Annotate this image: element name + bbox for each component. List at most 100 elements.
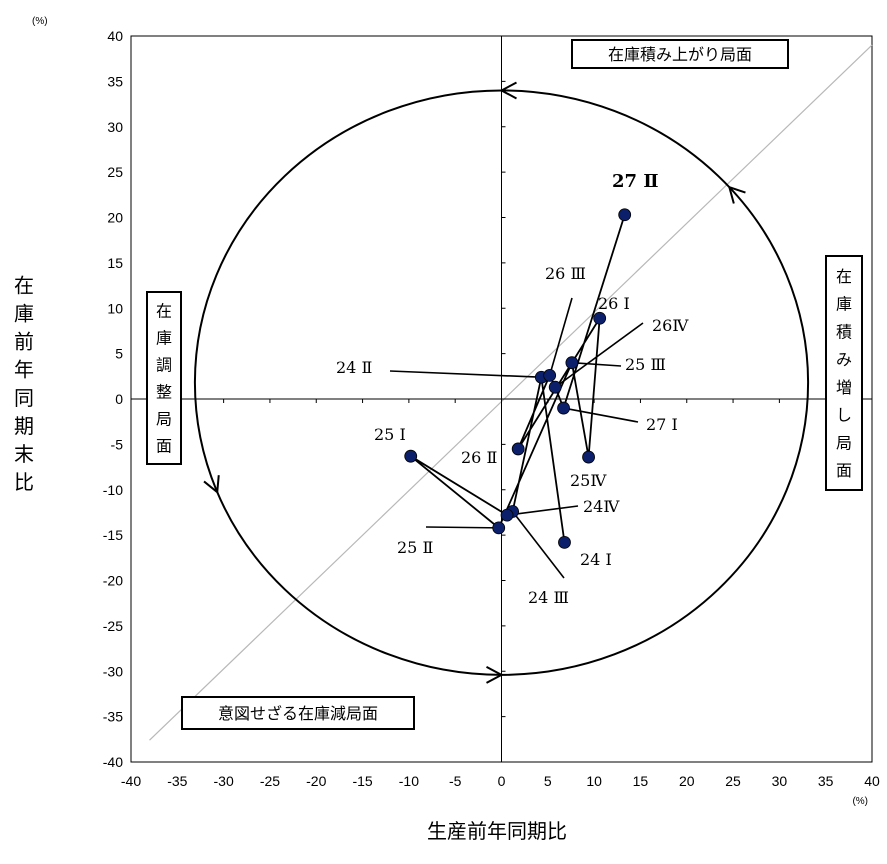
point-label: 24Ⅳ (583, 497, 620, 516)
x-tick-label: 0 (498, 773, 506, 789)
phase-label-right-char: 庫 (836, 295, 852, 314)
x-tick-label: -25 (260, 773, 280, 789)
phase-label-bottom-left: 意図せざる在庫減局面 (218, 704, 378, 723)
phase-label-left-char: 面 (156, 436, 172, 455)
x-tick-label: 25 (725, 773, 741, 789)
y-tick-label: 10 (107, 300, 123, 316)
x-tick-label: 10 (586, 773, 602, 789)
x-tick-label: 5 (544, 773, 552, 789)
arrow-lower-left (203, 475, 220, 495)
data-point (543, 369, 557, 382)
data-point (500, 508, 514, 522)
phase-box-left (146, 291, 182, 465)
data-point (548, 380, 562, 394)
x-tick-label: 20 (679, 773, 695, 789)
y-tick-label: 35 (107, 73, 123, 89)
phase-box-top (571, 39, 789, 69)
leader-line (554, 322, 644, 388)
x-tick-label: -20 (306, 773, 326, 789)
leader-line (511, 511, 565, 579)
y-tick-label: 30 (107, 119, 123, 135)
x-tick-label: -35 (167, 773, 187, 789)
zero-axes (130, 35, 873, 763)
y-tick-label: 40 (107, 28, 123, 44)
x-tick-label: -15 (352, 773, 372, 789)
leader-line (506, 505, 579, 516)
y-axis-title-char: 在 (14, 273, 34, 297)
point-label: 26 Ⅲ (545, 264, 586, 283)
x-axis-title: 生産前年同期比 (427, 819, 567, 843)
point-label: 24 Ⅱ (336, 358, 372, 377)
x-tick-label: -30 (214, 773, 234, 789)
point-label: 26 Ⅱ (461, 448, 497, 467)
point-label: 25 Ⅲ (625, 355, 666, 374)
data-point (558, 535, 571, 549)
label-leaders (389, 297, 644, 579)
data-points (404, 208, 632, 549)
phase-label-right-char: 局 (836, 433, 852, 452)
phase-label-left-char: 在 (156, 301, 172, 320)
phase-label-right-char: 在 (836, 267, 852, 286)
x-tick-label: 35 (818, 773, 834, 789)
x-tick-label: -10 (399, 773, 419, 789)
point-label: 26 Ⅰ (598, 294, 630, 313)
data-point (511, 442, 525, 456)
phase-box-bottom-left (181, 696, 415, 730)
leader-line (548, 297, 573, 376)
arrow-upper-right (727, 185, 746, 204)
x-unit-label: (%) (852, 796, 868, 807)
data-point (404, 449, 418, 463)
data-point (618, 208, 632, 222)
data-point (582, 450, 595, 464)
y-tick-label: -35 (103, 709, 123, 725)
point-label: 25 Ⅰ (374, 425, 406, 444)
trajectory-path (409, 214, 626, 543)
phase-label-left-char: 整 (156, 382, 172, 401)
phase-label-top: 在庫積み上がり局面 (608, 45, 752, 64)
y-unit-label: (%) (32, 16, 48, 27)
y-tick-label: -15 (103, 527, 123, 543)
phase-label-right-char: 面 (836, 461, 852, 480)
diagonal-line (149, 44, 873, 741)
leader-line (425, 526, 499, 529)
x-tick-label: 30 (772, 773, 788, 789)
phase-label-right-char: み (836, 350, 852, 369)
trajectory-line (409, 214, 626, 543)
y-axis-title-char: 前 (14, 330, 34, 354)
phase-label-left-char: 調 (156, 355, 172, 374)
phase-label-left-char: 庫 (156, 328, 172, 347)
diagonal-45-line (149, 44, 873, 741)
y-tick-label: -20 (103, 573, 123, 589)
y-axis-title-char: 比 (14, 470, 34, 494)
x-tick-label: 40 (864, 773, 880, 789)
point-label: 25 Ⅱ (397, 538, 433, 557)
y-axis-title-char: 末 (14, 442, 34, 466)
y-tick-label: 0 (115, 391, 123, 407)
y-tick-label: -40 (103, 754, 123, 770)
x-tick-label: -5 (449, 773, 462, 789)
y-tick-label: -30 (103, 663, 123, 679)
data-point (565, 356, 579, 370)
point-label: 27 Ⅰ (646, 415, 678, 434)
y-axis-title-char: 庫 (14, 301, 34, 325)
y-tick-label: 20 (107, 210, 123, 226)
data-point (492, 521, 506, 535)
y-tick-label: 5 (115, 346, 123, 362)
point-label: 27 Ⅱ (612, 171, 659, 192)
tick-labels: -40 -35 -30 -25 -20 -15 -10 -5 0 5 10 15 20 25 30 35 40 4… (32, 16, 880, 807)
leader-line (389, 370, 542, 379)
phase-label-right-char: 積 (836, 322, 852, 341)
y-tick-label: -25 (103, 618, 123, 634)
y-tick-label: 25 (107, 164, 123, 180)
cycle-arrows (203, 81, 746, 684)
data-point (557, 401, 570, 415)
y-tick-label: 15 (107, 255, 123, 271)
y-tick-label: -5 (111, 436, 124, 452)
y-axis-title-char: 年 (14, 358, 34, 382)
point-labels: 24 Ⅰ 24 Ⅱ 24 Ⅲ 24Ⅳ 25 Ⅰ 25 Ⅱ 25 Ⅲ 25Ⅳ 26 Ⅰ 26 Ⅱ 26… (336, 171, 689, 607)
x-tick-label: -40 (121, 773, 141, 789)
y-axis-title-char: 同 (14, 386, 34, 410)
